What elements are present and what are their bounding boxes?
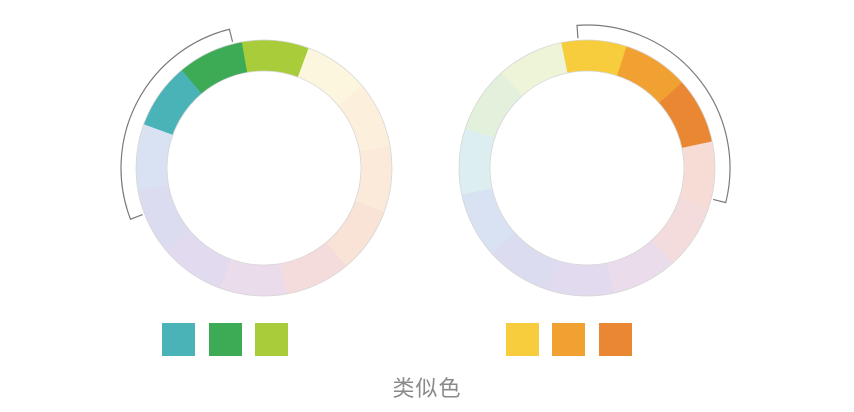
ring-inner-edge xyxy=(166,70,362,266)
swatch-orange xyxy=(552,323,585,356)
color-wheel-right xyxy=(458,24,731,297)
caption: 类似色 xyxy=(392,377,462,402)
swatch-cyan xyxy=(162,323,195,356)
ring-outer-edge xyxy=(135,39,393,297)
wheel-segment xyxy=(501,42,568,96)
wheel-segment xyxy=(606,240,673,294)
wheel-segment xyxy=(280,242,347,295)
wheel-segment xyxy=(461,187,515,254)
wheel-segment-highlighted xyxy=(241,40,309,78)
wheel-segment xyxy=(651,197,709,264)
ring-inner-edge xyxy=(489,70,685,266)
wheel-segment xyxy=(219,258,287,296)
analogous-bracket xyxy=(120,28,234,221)
wheel-segment-highlighted xyxy=(659,82,713,149)
color-wheels-diagram xyxy=(120,24,731,297)
color-wheel-left xyxy=(120,28,393,297)
wheel-segment xyxy=(679,141,715,209)
wheel-segment xyxy=(137,184,190,251)
wheel-segment xyxy=(338,85,391,152)
wheel-segment xyxy=(491,232,558,290)
wheel-segment xyxy=(297,47,363,107)
wheel-segment-highlighted xyxy=(181,41,248,94)
swatch-green xyxy=(209,323,242,356)
wheel-segment xyxy=(135,123,174,191)
wheel-segment-highlighted xyxy=(560,40,628,76)
ring-outer-edge xyxy=(458,39,716,297)
swatch-lime xyxy=(255,323,288,356)
wheel-segment xyxy=(354,145,392,213)
wheel-segment-highlighted xyxy=(143,69,203,135)
swatch-dark-orange xyxy=(599,323,632,356)
wheel-segment xyxy=(165,229,231,289)
wheel-segment xyxy=(325,201,385,267)
wheel-segment xyxy=(458,127,495,195)
analogous-bracket xyxy=(576,24,731,204)
swatch-yellow xyxy=(506,323,539,356)
wheel-segment xyxy=(546,260,614,296)
wheel-segment-highlighted xyxy=(616,46,683,104)
wheel-segment xyxy=(465,72,523,139)
